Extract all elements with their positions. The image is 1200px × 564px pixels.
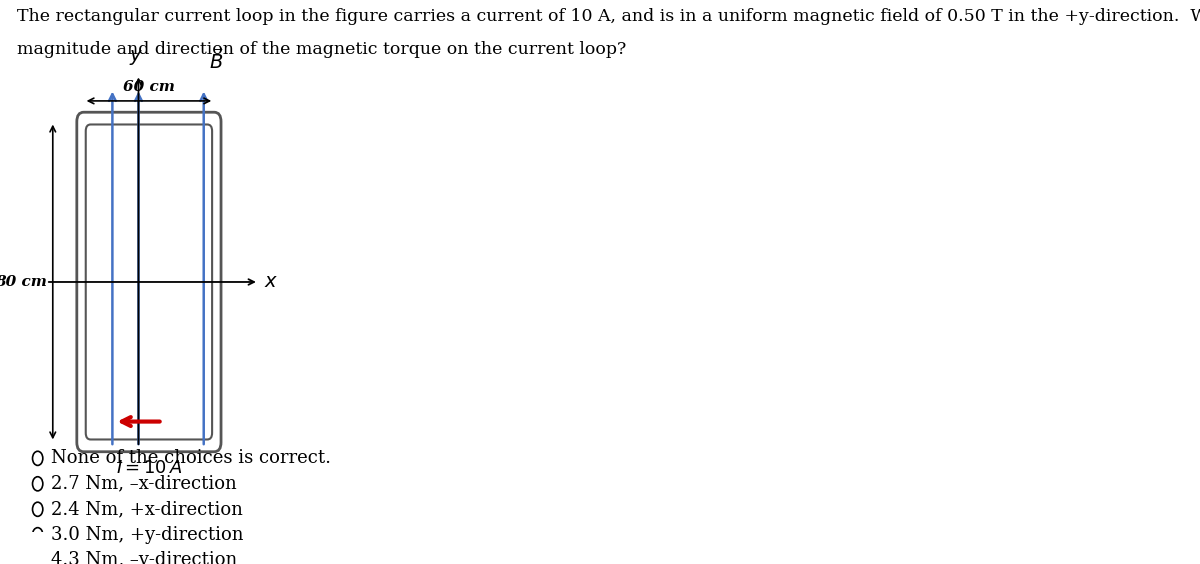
Text: 60 cm: 60 cm	[122, 80, 175, 94]
Text: 80 cm: 80 cm	[0, 275, 47, 289]
Text: 2.7 Nm, –x-direction: 2.7 Nm, –x-direction	[52, 475, 238, 493]
Text: The rectangular current loop in the figure carries a current of 10 A, and is in : The rectangular current loop in the figu…	[17, 8, 1200, 25]
Text: $\vec{B}$: $\vec{B}$	[209, 49, 223, 73]
Text: $y$: $y$	[128, 48, 143, 67]
Text: 4.3 Nm, –y-direction: 4.3 Nm, –y-direction	[52, 551, 238, 564]
Text: magnitude and direction of the magnetic torque on the current loop?: magnitude and direction of the magnetic …	[17, 42, 626, 59]
Text: 2.4 Nm, +x-direction: 2.4 Nm, +x-direction	[52, 500, 244, 518]
Text: 3.0 Nm, +y-direction: 3.0 Nm, +y-direction	[52, 526, 244, 544]
Text: None of the choices is correct.: None of the choices is correct.	[52, 450, 331, 468]
Text: $x$: $x$	[264, 273, 278, 291]
Text: $I = 10\,A$: $I = 10\,A$	[115, 459, 182, 477]
